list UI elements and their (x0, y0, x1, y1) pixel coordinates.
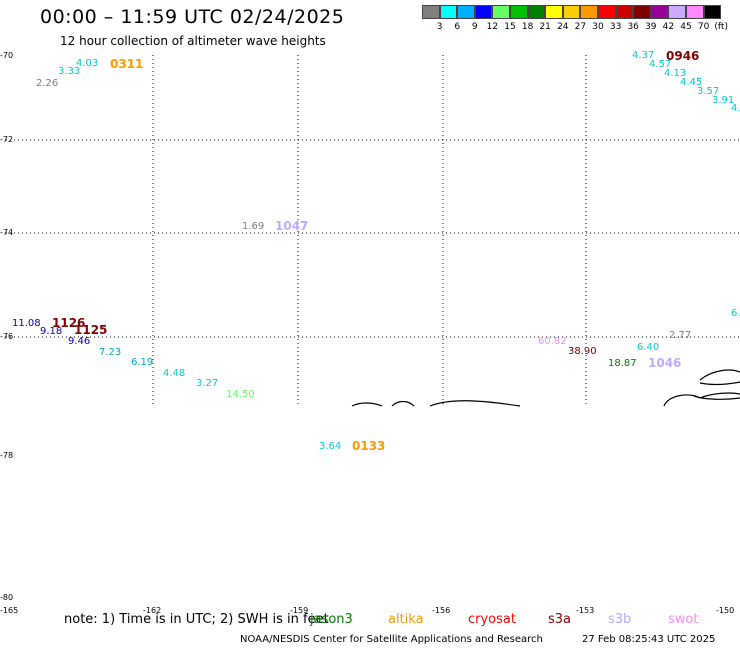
lon-label: -153 (576, 606, 595, 615)
color-scale-tick: 15 (504, 22, 516, 32)
time-label: 0946 (666, 49, 700, 63)
lat-label: -72 (0, 135, 14, 144)
wave-height-label: 3.33 (58, 66, 81, 77)
color-scale-tick: (ft) (714, 22, 728, 32)
color-scale-tick: 42 (662, 22, 675, 32)
footer-note: note: 1) Time is in UTC; 2) SWH is in fe… (64, 612, 329, 627)
legend-item: s3a (548, 612, 572, 627)
wave-height-label: 11.08 (12, 318, 41, 329)
color-scale-bar (422, 5, 722, 20)
color-scale-tick: 3 (436, 22, 443, 32)
wave-height-label: 1.69 (242, 221, 265, 232)
color-swatch (580, 5, 598, 19)
color-scale-tick: 33 (609, 22, 622, 32)
legend-item: s3b (608, 612, 632, 627)
color-swatch (685, 5, 704, 19)
color-scale-tick: 12 (486, 22, 499, 32)
lon-label: -159 (290, 606, 309, 615)
coastline (351, 369, 740, 407)
wave-height-label: 9.46 (68, 336, 91, 347)
wave-height-label: 3.91 (712, 95, 735, 106)
legend-item: jason3 (310, 612, 353, 627)
color-swatch (492, 5, 510, 19)
wave-height-label: 6. (731, 308, 740, 319)
wave-height-label: 60.82 (538, 336, 567, 347)
time-label: 1046 (648, 356, 682, 370)
wave-height-label: 4.13 (664, 68, 687, 79)
color-swatch (509, 5, 528, 19)
wave-height-label: 7.23 (99, 347, 122, 358)
time-label: 1125 (74, 323, 108, 337)
lon-label: -150 (716, 606, 735, 615)
wave-height-label: 2.77 (669, 330, 692, 341)
color-swatch (668, 5, 686, 19)
wave-height-label: 6.19 (131, 357, 154, 368)
color-scale-tick: 27 (574, 22, 587, 32)
wave-height-label: 4.45 (680, 77, 703, 88)
color-swatch (527, 5, 546, 19)
color-swatch (597, 5, 616, 19)
legend-item: swot (668, 612, 699, 627)
lon-label: -156 (432, 606, 451, 615)
wave-height-label: 38.90 (568, 346, 597, 357)
color-swatch (545, 5, 563, 19)
color-scale-tick: 9 (471, 22, 478, 32)
lat-label: -76 (0, 332, 14, 341)
color-swatch (615, 5, 634, 19)
wave-height-label: 9.18 (40, 326, 63, 337)
wave-height-label: 4.37 (632, 50, 655, 61)
color-swatch (562, 5, 581, 19)
page-subtitle: 12 hour collection of altimeter wave hei… (60, 34, 326, 48)
wave-height-label: 18.87 (608, 358, 637, 369)
lat-label: -78 (0, 451, 14, 460)
credit-text: NOAA/NESDIS Center for Satellite Applica… (240, 634, 543, 645)
color-scale-tick: 24 (557, 22, 569, 32)
color-scale-tick: 70 (697, 22, 710, 32)
color-swatch (439, 5, 458, 19)
wave-height-label: 3.64 (319, 441, 342, 452)
wave-height-label: 6.40 (637, 342, 660, 353)
wave-height-label: 14.50 (226, 389, 255, 400)
lon-label: -162 (143, 606, 162, 615)
wave-height-label: 3.27 (196, 378, 219, 389)
wave-height-label: 2.26 (36, 78, 59, 89)
color-swatch (457, 5, 475, 19)
time-label: 0133 (352, 439, 386, 453)
time-label: 1126 (52, 316, 86, 330)
lat-label: -80 (0, 593, 14, 602)
lat-label: -74 (0, 228, 14, 237)
wave-height-label: 4.03 (76, 58, 99, 69)
color-scale-tick: 30 (592, 22, 604, 32)
color-swatch (422, 5, 440, 19)
color-scale-tick: 45 (680, 22, 692, 32)
color-swatch (633, 5, 651, 19)
time-label: 0311 (110, 57, 144, 71)
legend-item: cryosat (468, 612, 516, 627)
legend-item: altika (388, 612, 424, 627)
wave-height-label: 4.48 (163, 368, 186, 379)
lat-label: -70 (0, 51, 14, 60)
color-swatch (703, 5, 722, 19)
color-scale-tick: 36 (627, 22, 639, 32)
page-title: 00:00 – 11:59 UTC 02/24/2025 (40, 6, 345, 28)
generation-timestamp: 27 Feb 08:25:43 UTC 2025 (582, 634, 716, 645)
wave-height-label: 4. (731, 103, 740, 114)
color-scale-tick: 18 (521, 22, 534, 32)
wave-height-label: 3.57 (697, 86, 720, 97)
lon-label: -165 (0, 606, 19, 615)
color-scale-tick: 39 (645, 22, 657, 32)
wave-height-label: 4.57 (649, 59, 672, 70)
color-scale-tick: 6 (454, 22, 461, 32)
color-scale-tick: 21 (539, 22, 551, 32)
color-swatch (474, 5, 493, 19)
color-swatch (650, 5, 669, 19)
time-label: 1047 (275, 219, 309, 233)
